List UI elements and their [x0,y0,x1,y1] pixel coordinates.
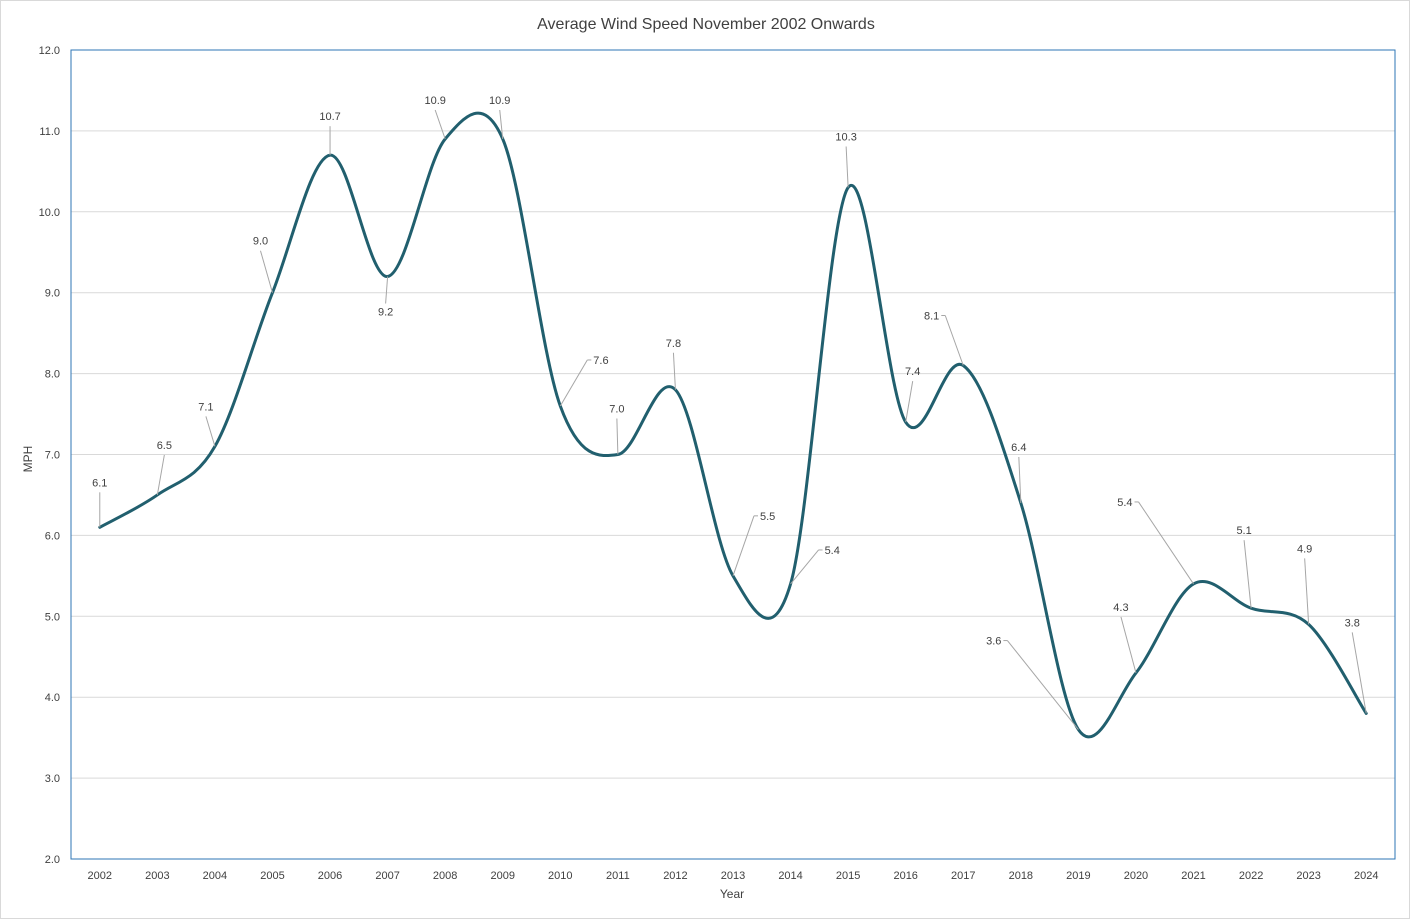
data-label: 7.6 [593,355,608,367]
data-label: 10.9 [424,95,445,107]
label-leader-line [385,276,389,304]
data-label: 5.1 [1236,525,1251,537]
data-label: 8.1 [924,311,939,323]
x-tick-label: 2012 [663,870,687,882]
label-leader-line [905,381,914,423]
x-tick-label: 2010 [548,870,572,882]
data-label: 10.9 [489,95,510,107]
series-group [98,111,1368,739]
data-labels: 6.1 6.5 7.1 9.0 10.7 9.2 10.9 10.9 7.6 7.0 7.8 5.5 5… [92,95,1360,648]
y-tick-label: 9.0 [45,288,60,300]
label-leader-line [790,549,819,585]
label-leader-line [156,454,165,496]
x-tick-label: 2018 [1009,870,1033,882]
data-label: 6.5 [157,440,172,452]
data-label: 7.1 [198,401,213,413]
x-tick-label: 2003 [145,870,169,882]
y-tick-label: 10.0 [39,207,60,219]
data-label-leaders [99,109,1367,730]
data-label: 9.0 [253,236,268,248]
label-leader-line [434,109,446,140]
data-label: 10.3 [835,132,856,144]
y-tick-label: 3.0 [45,773,60,785]
label-leader-line [1304,558,1310,625]
x-tick-label: 2004 [203,870,227,882]
y-axis-ticks: 2.0 3.0 4.0 5.0 6.0 7.0 8.0 9.0 10.0 11.0 12.0 [39,45,60,866]
label-leader-line [559,359,588,407]
y-axis-title: MPH [21,446,35,473]
label-leader-line [672,352,676,390]
label-leader-line [1351,632,1367,714]
data-label: 6.4 [1011,442,1026,454]
label-leader-line [732,515,755,577]
x-tick-label: 2011 [606,870,630,882]
series-line [98,111,1368,739]
y-tick-label: 4.0 [45,692,60,704]
x-tick-label: 2002 [88,870,112,882]
label-leader-line [845,146,849,188]
x-tick-label: 2014 [778,870,802,882]
x-tick-label: 2020 [1124,870,1148,882]
x-tick-label: 2009 [490,870,514,882]
data-label: 7.4 [905,366,920,378]
data-label: 6.1 [92,477,107,489]
data-label: 10.7 [319,111,340,123]
x-tick-label: 2019 [1066,870,1090,882]
data-label: 5.4 [1117,497,1132,509]
data-label: 3.6 [986,636,1001,648]
x-tick-label: 2022 [1239,870,1263,882]
x-tick-label: 2008 [433,870,457,882]
chart-title: Average Wind Speed November 2002 Onwards [537,16,875,33]
data-label: 5.4 [825,545,840,557]
label-leader-line [205,416,216,447]
label-leader-line [1138,501,1194,585]
x-axis-title: Year [720,887,744,901]
label-leader-line [1120,616,1137,674]
x-tick-label: 2005 [260,870,284,882]
gridlines [71,130,1395,779]
plot-area-border [70,49,1396,860]
x-tick-label: 2017 [951,870,975,882]
label-leader-line [1007,640,1079,730]
x-tick-label: 2007 [375,870,399,882]
data-label: 7.0 [609,404,624,416]
x-tick-label: 2015 [836,870,860,882]
x-tick-label: 2016 [893,870,917,882]
data-label: 9.2 [378,307,393,319]
label-leader-line [944,315,964,366]
y-tick-label: 6.0 [45,530,60,542]
y-tick-label: 5.0 [45,611,60,623]
data-label: 4.3 [1113,602,1128,614]
label-leader-line [499,109,504,140]
data-label: 7.8 [666,338,681,350]
x-axis-ticks: 2002 2003 2004 2005 2006 2007 2008 2009 2010 2011… [88,870,1379,882]
data-label: 4.9 [1297,543,1312,555]
x-tick-label: 2021 [1181,870,1205,882]
x-tick-label: 2013 [721,870,745,882]
y-tick-label: 7.0 [45,450,60,462]
y-tick-label: 8.0 [45,369,60,381]
y-tick-label: 2.0 [45,854,60,866]
x-tick-label: 2023 [1296,870,1320,882]
label-leader-line [259,250,273,293]
data-label: 3.8 [1345,617,1360,629]
x-tick-label: 2024 [1354,870,1378,882]
y-tick-label: 11.0 [39,126,60,138]
y-tick-label: 12.0 [39,45,60,57]
label-leader-line [616,418,619,455]
label-leader-line [1018,457,1022,504]
data-label: 5.5 [760,511,775,523]
label-leader-line [1243,540,1252,609]
x-tick-label: 2006 [318,870,342,882]
